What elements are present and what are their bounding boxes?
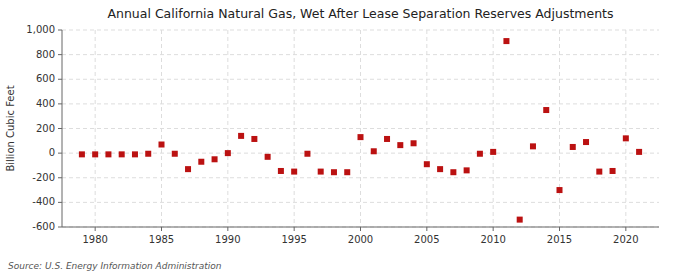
grid [62, 30, 659, 227]
x-tick [95, 227, 96, 231]
y-tick [58, 54, 62, 55]
y-tick [58, 79, 62, 80]
title: Annual California Natural Gas, Wet After… [107, 6, 613, 21]
x-tick-label: 2020 [613, 234, 638, 245]
point [371, 148, 377, 154]
y-tick-label: 400 [36, 98, 55, 109]
point [185, 166, 191, 172]
x-tick [227, 227, 228, 231]
grid-line-y [62, 202, 659, 203]
y-tick [58, 227, 62, 228]
x-tick [493, 227, 494, 231]
point [397, 142, 403, 148]
y-axis-label: Billion Cubic Feet [5, 85, 16, 171]
axes: -600 -400 -200 0 200 400 600 800 1,000 1980 1985 19… [26, 24, 659, 245]
point [543, 107, 549, 113]
point [450, 169, 456, 175]
point [212, 156, 218, 162]
point [464, 167, 470, 173]
point [424, 161, 430, 167]
chart: -600 -400 -200 0 200 400 600 800 1,000 1980 1985 19… [0, 0, 675, 275]
x-tick-label: 1995 [281, 234, 306, 245]
x-tick-label: 2005 [414, 234, 439, 245]
point [291, 169, 297, 175]
y-tick [58, 30, 62, 31]
x-tick [161, 227, 162, 231]
point [172, 151, 178, 157]
point [557, 187, 563, 193]
y-tick [58, 202, 62, 203]
point [225, 150, 231, 156]
point [610, 168, 616, 174]
y-tick-label: 0 [49, 147, 55, 158]
point [503, 38, 509, 44]
point [105, 151, 111, 157]
point [278, 168, 284, 174]
point [318, 169, 324, 175]
point [159, 142, 165, 148]
x-tick-label: 1980 [82, 234, 107, 245]
point [304, 151, 310, 157]
y-tick-label: 200 [36, 123, 55, 134]
x-tick [426, 227, 427, 231]
point [411, 140, 417, 146]
y-tick [58, 177, 62, 178]
point [79, 151, 85, 157]
point [437, 166, 443, 172]
y-tick-label: -600 [32, 221, 55, 232]
point [530, 143, 536, 149]
x-tick-label: 2000 [348, 234, 373, 245]
x-tick-label: 1990 [215, 234, 240, 245]
grid-line-x [493, 30, 494, 227]
x-tick [625, 227, 626, 231]
y-tick-label: 800 [36, 49, 55, 60]
x-tick-label: 2010 [480, 234, 505, 245]
y-tick-label: -400 [32, 196, 55, 207]
point [490, 149, 496, 155]
point [344, 169, 350, 175]
y-tick-label: 1,000 [26, 24, 55, 35]
point [384, 136, 390, 142]
y-tick [58, 103, 62, 104]
point [145, 151, 151, 157]
point [265, 154, 271, 160]
point [119, 151, 125, 157]
point [358, 134, 364, 140]
grid-line-x [559, 30, 560, 227]
grid-line-x [360, 30, 361, 227]
point [251, 136, 257, 142]
grid-line-x [426, 30, 427, 227]
point [636, 149, 642, 155]
point [238, 133, 244, 139]
grid-line-x [625, 30, 626, 227]
point [198, 159, 204, 165]
grid-line-x [161, 30, 162, 227]
point [132, 151, 138, 157]
point [583, 139, 589, 145]
y-tick-label: 600 [36, 73, 55, 84]
point [477, 151, 483, 157]
x-tick [360, 227, 361, 231]
point [623, 135, 629, 141]
y-tick [58, 153, 62, 154]
point [331, 169, 337, 175]
source-note: Source: U.S. Energy Information Administ… [8, 261, 222, 271]
x-tick [559, 227, 560, 231]
x-tick-label: 1985 [149, 234, 174, 245]
x-tick-label: 2015 [547, 234, 572, 245]
y-tick-label: -200 [32, 172, 55, 183]
point [517, 217, 523, 223]
point [570, 144, 576, 150]
point [596, 169, 602, 175]
grid-line-x [95, 30, 96, 227]
point [92, 151, 98, 157]
y-tick [58, 128, 62, 129]
points [79, 38, 642, 223]
grid-line-x [227, 30, 228, 227]
grid-line-x [294, 30, 295, 227]
x-tick [294, 227, 295, 231]
